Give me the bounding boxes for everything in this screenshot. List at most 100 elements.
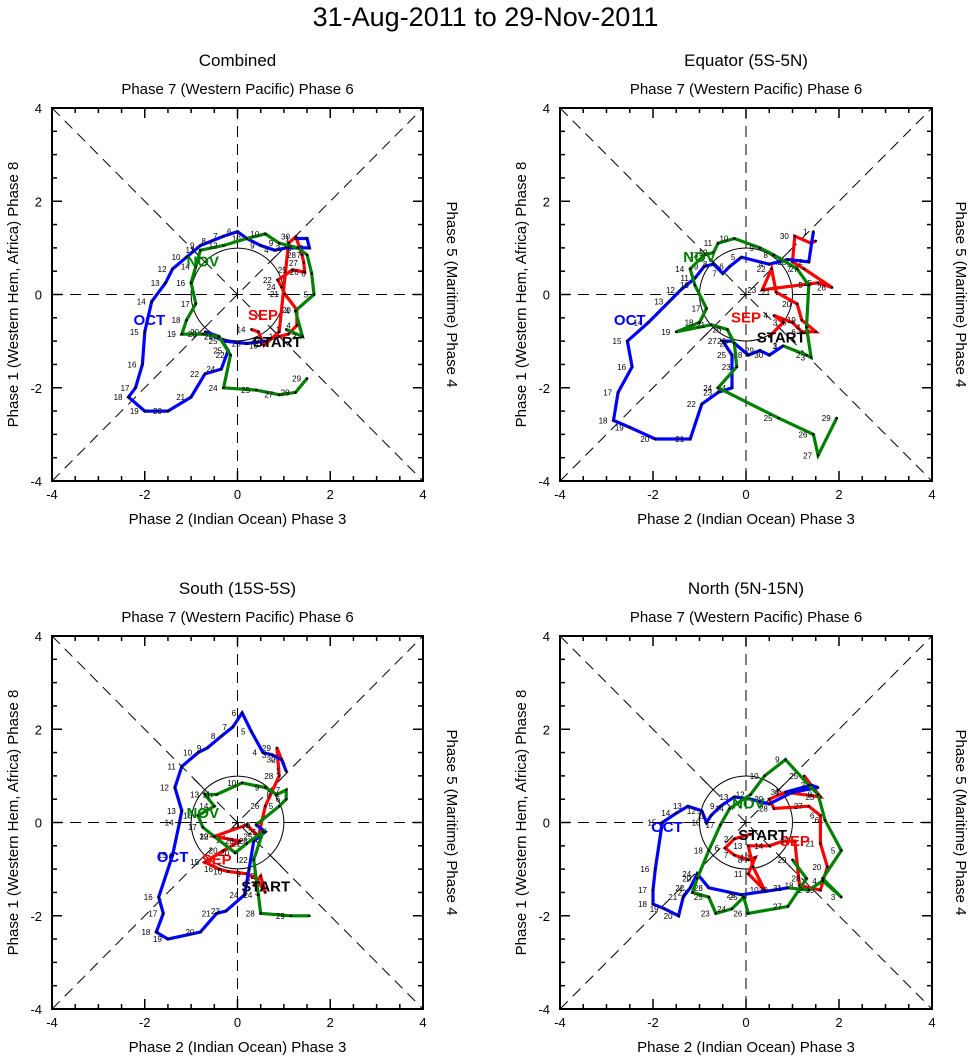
data-point bbox=[259, 874, 262, 878]
month-label-nov: NOV bbox=[186, 805, 219, 822]
data-point bbox=[651, 888, 655, 892]
data-point bbox=[733, 837, 736, 841]
day-label: 18 bbox=[685, 318, 694, 327]
diagonal-line bbox=[559, 107, 933, 482]
day-label: 14 bbox=[661, 809, 670, 818]
day-label: 21 bbox=[675, 435, 684, 444]
panel-top-right: Equator (5S-5N) Phase 7 (Western Pacific)… bbox=[513, 51, 969, 528]
day-label: 24 bbox=[243, 891, 252, 900]
x-tick-label: -2 bbox=[139, 1015, 151, 1030]
data-point bbox=[661, 821, 664, 824]
x-tick-label: -2 bbox=[647, 487, 659, 502]
day-label: 7 bbox=[222, 723, 227, 732]
data-point bbox=[747, 844, 750, 848]
data-point bbox=[270, 753, 274, 757]
day-label: 19 bbox=[661, 328, 670, 337]
data-point bbox=[226, 870, 230, 873]
day-label: 22 bbox=[216, 351, 225, 360]
day-label: 1 bbox=[276, 767, 281, 776]
circle-tick bbox=[778, 327, 791, 340]
circle-tick bbox=[193, 778, 206, 791]
day-label: 28 bbox=[239, 837, 248, 846]
y-tick-label: -4 bbox=[30, 474, 42, 489]
day-label: 8 bbox=[266, 791, 271, 800]
day-label: 26 bbox=[717, 337, 726, 346]
y-tick-label: 0 bbox=[35, 288, 42, 303]
day-label: 13 bbox=[689, 251, 698, 260]
day-label: 5 bbox=[798, 281, 803, 290]
data-point bbox=[747, 353, 750, 357]
day-label: 32 bbox=[199, 832, 208, 841]
data-point bbox=[695, 877, 699, 880]
day-label: 9 bbox=[255, 784, 260, 793]
start-label: START bbox=[241, 878, 290, 895]
day-label: 10 bbox=[692, 819, 701, 828]
data-point bbox=[294, 309, 297, 313]
day-label: 4 bbox=[759, 260, 764, 269]
left-axis-label: Phase 1 (Western Hem, Africa) Phase 8 bbox=[5, 690, 22, 956]
data-point bbox=[691, 891, 694, 894]
day-label: 1 bbox=[777, 884, 782, 893]
data-point bbox=[252, 884, 256, 887]
data-point bbox=[821, 877, 825, 880]
data-point bbox=[800, 330, 804, 334]
data-point bbox=[781, 839, 785, 843]
data-point bbox=[222, 244, 225, 247]
day-label: 17 bbox=[121, 384, 130, 393]
day-label: 14 bbox=[715, 805, 724, 814]
data-point bbox=[224, 909, 228, 913]
day-label: 20 bbox=[188, 330, 197, 339]
data-point bbox=[238, 839, 242, 843]
series-line bbox=[722, 774, 830, 892]
data-point bbox=[747, 858, 750, 862]
data-point bbox=[816, 793, 820, 796]
diagonal-line bbox=[51, 635, 424, 1010]
day-label: 13 bbox=[719, 793, 728, 802]
day-label: 12 bbox=[736, 791, 745, 800]
day-label: 20 bbox=[664, 912, 673, 921]
day-label: 26 bbox=[250, 802, 259, 811]
data-point bbox=[310, 272, 314, 275]
data-point bbox=[767, 353, 771, 357]
data-point bbox=[217, 867, 221, 871]
data-point bbox=[721, 272, 725, 275]
day-label: 1 bbox=[246, 821, 251, 830]
data-point bbox=[229, 353, 232, 357]
data-point bbox=[823, 818, 827, 822]
data-point bbox=[807, 283, 811, 287]
data-point bbox=[719, 823, 722, 827]
day-label: 2 bbox=[798, 258, 803, 267]
day-label: 6 bbox=[815, 816, 820, 825]
month-label-sep: SEP bbox=[731, 309, 761, 326]
data-point bbox=[196, 814, 200, 817]
data-point bbox=[807, 804, 811, 808]
data-point bbox=[751, 865, 755, 869]
data-point bbox=[289, 914, 293, 918]
data-point bbox=[245, 237, 249, 240]
day-label: 1 bbox=[285, 235, 290, 244]
day-label: 27 bbox=[789, 265, 798, 274]
day-label: 24 bbox=[703, 384, 712, 393]
y-tick-label: 4 bbox=[543, 101, 550, 116]
data-point bbox=[723, 846, 727, 850]
month-label-sep: SEP bbox=[248, 307, 278, 324]
diagonal-line bbox=[559, 635, 933, 1010]
day-label: 30 bbox=[250, 337, 259, 346]
data-point bbox=[726, 328, 729, 331]
day-label: 24 bbox=[682, 870, 691, 879]
data-point bbox=[758, 349, 762, 352]
data-point bbox=[709, 323, 713, 327]
day-label: 23 bbox=[703, 388, 712, 397]
day-label: 20 bbox=[185, 928, 194, 937]
data-point bbox=[747, 872, 750, 876]
series-line bbox=[651, 783, 819, 919]
series-nov: 1 2435689101214171820222523242526272829NO… bbox=[678, 756, 844, 918]
day-label: 29 bbox=[822, 414, 831, 423]
day-label: 5 bbox=[831, 846, 836, 855]
data-point bbox=[835, 416, 838, 420]
day-label: 24 bbox=[230, 891, 239, 900]
month-label-sep: SEP bbox=[202, 851, 232, 868]
